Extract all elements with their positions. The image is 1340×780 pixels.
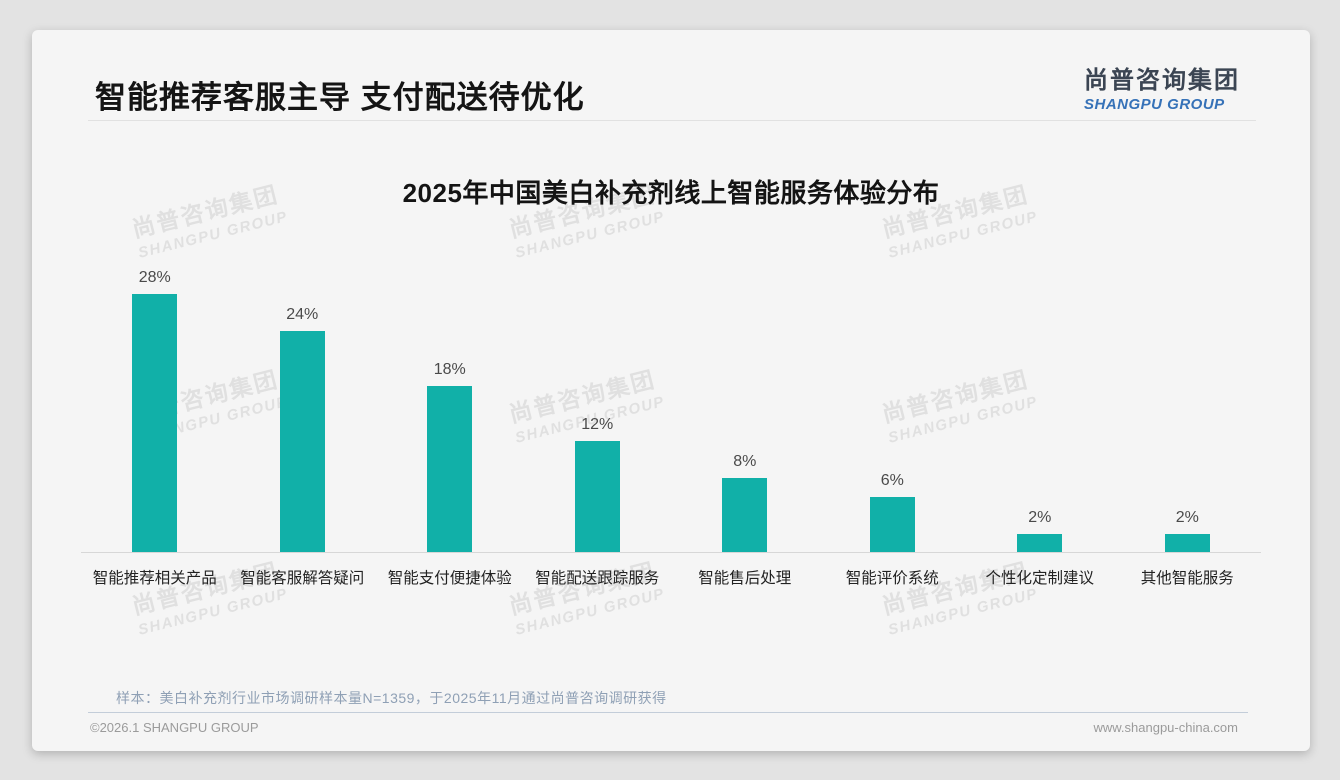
- bar-column: 18%: [376, 361, 524, 552]
- sample-footnote: 样本：美白补充剂行业市场调研样本量N=1359，于2025年11月通过尚普咨询调…: [116, 690, 667, 706]
- bar-column: 28%: [81, 269, 229, 552]
- category-label: 智能支付便捷体验: [387, 570, 512, 587]
- bar-column: 8%: [671, 453, 819, 552]
- bar-value-label: 6%: [880, 472, 904, 489]
- bar-column: 2%: [966, 509, 1114, 552]
- bar-value-label: 12%: [581, 416, 614, 433]
- bar-column: 2%: [1114, 509, 1262, 552]
- bar-value-label: 8%: [733, 453, 757, 470]
- bar-value-label: 18%: [433, 361, 466, 378]
- bar-column: 24%: [229, 306, 377, 552]
- bar-value-label: 24%: [286, 306, 319, 323]
- logo-english-text: SHANGPU GROUP: [1084, 96, 1225, 113]
- category-label: 智能评价系统: [845, 570, 939, 587]
- category-label: 智能客服解答疑问: [240, 570, 365, 587]
- bar: [722, 478, 768, 552]
- category-label: 智能配送跟踪服务: [535, 570, 660, 587]
- category-label: 智能售后处理: [698, 570, 792, 587]
- chart-title: 2025年中国美白补充剂线上智能服务体验分布: [402, 178, 940, 208]
- bar: [279, 331, 325, 552]
- chart-category-axis: 智能推荐相关产品 智能客服解答疑问 智能支付便捷体验 智能配送跟踪服务 智能售后处理 智能…: [81, 553, 1261, 588]
- category-label: 其他智能服务: [1140, 570, 1234, 587]
- bar-value-label: 2%: [1028, 509, 1052, 526]
- bar: [1017, 534, 1063, 552]
- bar-column: 12%: [524, 416, 672, 552]
- footer-divider: [88, 712, 1248, 713]
- chart-plot-area: 28% 24% 18% 12% 8% 6% 2% 2%: [81, 253, 1261, 553]
- logo-chinese-text: 尚普咨询集团: [1084, 67, 1240, 94]
- bar-value-label: 28%: [138, 269, 171, 286]
- company-logo: 尚普咨询集团 SHANGPU GROUP: [1084, 60, 1240, 113]
- bar: [132, 294, 178, 552]
- bar: [869, 497, 915, 552]
- copyright-text: ©2026.1 SHANGPU GROUP: [90, 720, 259, 735]
- bar: [1164, 534, 1210, 552]
- slide-card: 尚普咨询集团 SHANGPU GROUP 尚普咨询集团 SHANGPU GROUP 尚普…: [32, 30, 1310, 751]
- category-label: 个性化定制建议: [985, 570, 1094, 587]
- page-title: 智能推荐客服主导 支付配送待优化: [95, 80, 585, 115]
- bar-value-label: 2%: [1175, 509, 1199, 526]
- bar: [427, 386, 473, 552]
- bar: [574, 441, 620, 552]
- bar-chart: 28% 24% 18% 12% 8% 6% 2% 2% 智能推荐相关产品 智能客服解答疑问 智能支…: [81, 253, 1261, 588]
- category-label: 智能推荐相关产品: [92, 570, 217, 587]
- header-divider: [88, 120, 1256, 121]
- bar-column: 6%: [819, 472, 967, 552]
- website-url: www.shangpu-china.com: [1093, 720, 1238, 735]
